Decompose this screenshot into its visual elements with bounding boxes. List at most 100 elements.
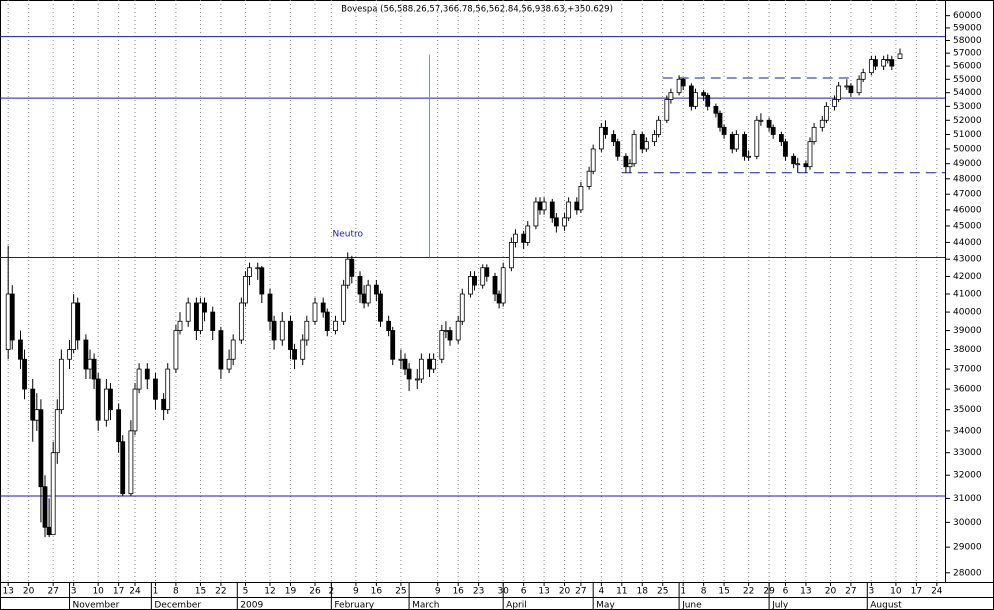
candle-body [537, 201, 543, 211]
candle-body [496, 293, 502, 304]
x-tick-label: 11 [616, 587, 627, 597]
y-tick-label: 40000 [953, 308, 982, 318]
x-tick-label: 12 [264, 587, 275, 597]
y-tick-label: 28000 [953, 568, 982, 578]
candle-body [742, 134, 747, 157]
candle-body [639, 134, 645, 150]
candle-body [459, 293, 465, 322]
candle-body [67, 349, 72, 360]
candle-body [795, 163, 801, 166]
candle-body [508, 241, 514, 269]
candle-body [721, 126, 727, 135]
candle-body [418, 358, 424, 380]
candle-body [733, 134, 739, 150]
candle-body [288, 320, 293, 350]
candle-body [717, 112, 723, 128]
x-tick-label: 8 [173, 587, 179, 597]
month-label: March [412, 601, 439, 610]
x-tick-label: 3 [868, 587, 874, 597]
y-tick-label: 55000 [953, 75, 982, 85]
y-tick-label: 58000 [953, 36, 982, 46]
candle-body [693, 92, 698, 107]
candle-body [455, 320, 461, 341]
candle-body [811, 126, 817, 143]
candle-body [676, 78, 682, 94]
y-tick-label: 44000 [953, 238, 982, 248]
y-tick-label: 60000 [953, 11, 982, 21]
candle-body [832, 99, 837, 107]
month-label: December [154, 601, 201, 610]
candle-body [578, 186, 584, 211]
candle-body [402, 358, 408, 370]
y-tick-label: 48000 [953, 174, 982, 184]
candle-body [210, 311, 216, 331]
y-tick-label: 51000 [953, 130, 982, 140]
candle-body [386, 320, 392, 331]
y-tick-label: 29000 [953, 543, 982, 553]
candle-body [243, 276, 248, 304]
candle-body [357, 276, 363, 295]
candle-body [897, 53, 903, 59]
candle-body [42, 486, 48, 528]
candle-body [468, 276, 473, 295]
candle-body [823, 105, 829, 121]
y-tick-label: 38000 [953, 345, 982, 355]
candle-body [38, 409, 44, 488]
candle-body [758, 119, 764, 122]
candle-body [95, 378, 101, 421]
y-tick-label: 37000 [953, 365, 982, 375]
y-tick-label: 45000 [953, 221, 982, 231]
candle-body [202, 302, 207, 313]
x-tick-label: 22 [743, 587, 754, 597]
candle-body [414, 378, 420, 381]
y-tick-label: 42000 [953, 272, 982, 282]
y-tick-label: 33000 [953, 448, 982, 458]
y-tick-label: 32000 [953, 471, 982, 481]
y-tick-label: 54000 [953, 88, 982, 98]
candle-body [643, 141, 649, 150]
x-tick-label: 25 [395, 587, 406, 597]
y-tick-label: 56000 [953, 62, 982, 72]
candle-body [615, 141, 621, 157]
x-tick-label: 5 [243, 587, 249, 597]
y-tick-label: 59000 [953, 23, 982, 33]
candle-body [783, 141, 788, 157]
x-tick-label: 20 [559, 587, 571, 597]
x-tick-label: 27 [845, 587, 856, 597]
candle-body [238, 302, 244, 341]
x-tick-label: 13 [800, 587, 811, 597]
candle-body [193, 302, 199, 331]
candle-body [705, 95, 711, 107]
candle-body [46, 526, 52, 536]
month-label: August [870, 601, 902, 610]
candle-body [185, 302, 191, 322]
x-tick-label: 6 [521, 587, 527, 597]
candle-body [320, 302, 326, 313]
y-tick-label: 41000 [953, 290, 982, 300]
candle-body [304, 320, 310, 341]
candle-body [562, 217, 567, 227]
candle-body [443, 330, 449, 332]
month-label: 2009 [240, 601, 263, 610]
candle-body [603, 126, 608, 135]
month-label: April [506, 601, 527, 610]
candle-body [87, 358, 93, 370]
month-label: May [596, 601, 615, 610]
x-tick-label: 10 [92, 587, 104, 597]
annotation: Neutro [332, 230, 363, 240]
candle-body [472, 276, 477, 286]
y-tick-label: 53000 [953, 102, 982, 112]
candle-body [75, 302, 81, 341]
x-tick-label: 6 [783, 587, 789, 597]
candle-body [807, 141, 813, 168]
candle-body [136, 368, 142, 390]
candle-body [844, 85, 850, 88]
x-tick-label: 3 [71, 587, 77, 597]
candle-body [856, 78, 862, 94]
month-label: July [771, 601, 789, 610]
candle-body [173, 330, 179, 370]
candle-body [361, 293, 367, 304]
candle-body [398, 358, 404, 361]
candle-body [549, 201, 555, 219]
